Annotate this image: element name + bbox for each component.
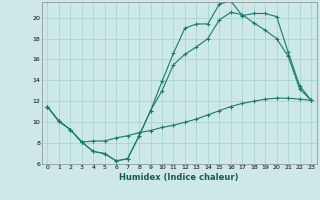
- X-axis label: Humidex (Indice chaleur): Humidex (Indice chaleur): [119, 173, 239, 182]
